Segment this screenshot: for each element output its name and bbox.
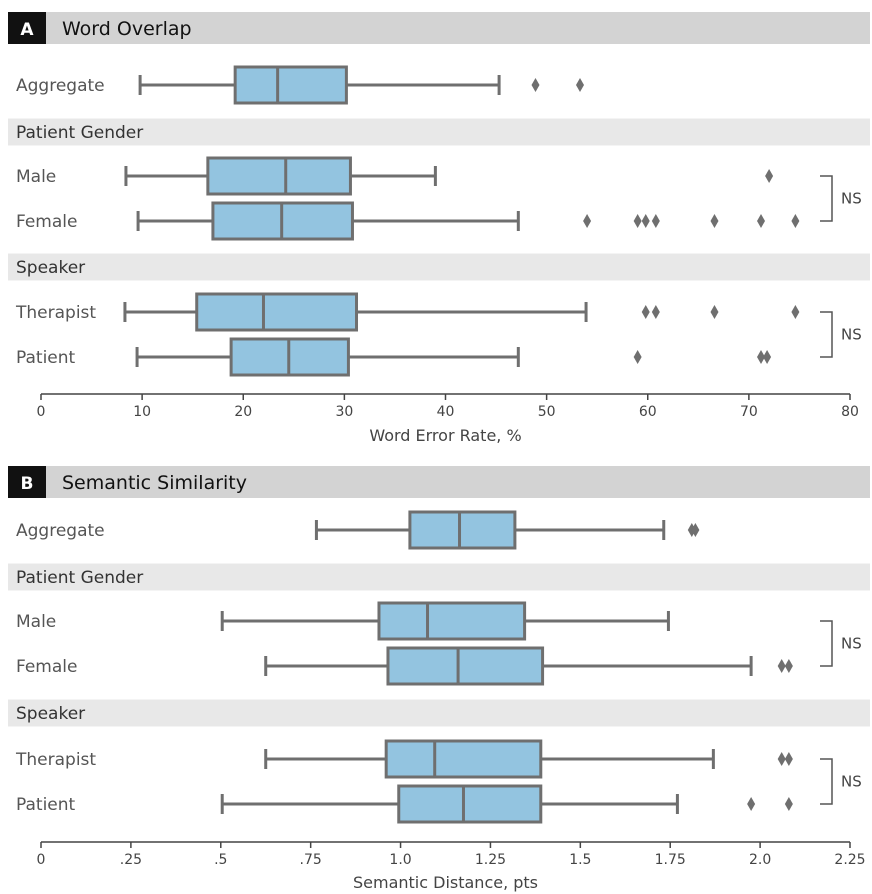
outlier-point [763, 350, 772, 364]
outlier-point [757, 350, 766, 364]
significance-bracket [820, 175, 833, 222]
significance-label: NS [841, 326, 862, 344]
row-label: Female [16, 212, 77, 232]
outlier-point [691, 523, 700, 537]
section-header-bar [8, 699, 870, 727]
outlier-point [784, 797, 793, 811]
row-label: Male [16, 167, 56, 187]
outlier-point [710, 305, 719, 319]
outlier-point [747, 797, 756, 811]
outlier-point [641, 305, 650, 319]
panel-letter: A [20, 20, 34, 40]
significance-bracket [820, 620, 833, 667]
box [386, 646, 545, 686]
section-header-bar [8, 253, 870, 281]
outlier-point [651, 214, 660, 228]
x-tick-label: 60 [639, 404, 657, 420]
panel-title: Semantic Similarity [62, 472, 247, 494]
row-label: Therapist [15, 750, 96, 770]
outlier-point [710, 214, 719, 228]
section-header-bar [8, 118, 870, 146]
panel-letter-badge [8, 466, 46, 498]
panel-header-bar [8, 12, 870, 44]
outlier-point [583, 214, 592, 228]
section-label: Speaker [16, 704, 85, 724]
section-label: Speaker [16, 258, 85, 278]
significance-label: NS [841, 635, 862, 653]
panel-title: Word Overlap [62, 18, 192, 40]
row-label: Male [16, 612, 56, 632]
x-axis-label: Semantic Distance, pts [353, 873, 538, 892]
outlier-point [791, 305, 800, 319]
x-axis-label: Word Error Rate, % [369, 426, 521, 445]
panel-header-bar [8, 466, 870, 498]
outlier-point [633, 214, 642, 228]
x-tick-label: 0 [37, 852, 46, 868]
row-label: Aggregate [16, 521, 105, 541]
x-tick-label: 50 [538, 404, 556, 420]
x-tick-label: .75 [300, 852, 322, 868]
outlier-point [777, 659, 786, 673]
x-tick-label: 1.0 [389, 852, 411, 868]
box [397, 784, 543, 824]
panel-b: B Semantic Similarity Aggregate Patient Gen… [8, 466, 870, 892]
outlier-point [633, 350, 642, 364]
outlier-point [791, 214, 800, 228]
row-label: Patient [16, 348, 76, 368]
box [377, 601, 527, 641]
x-tick-label: 0 [37, 404, 46, 420]
row-label: Female [16, 657, 77, 677]
x-tick-label: 20 [234, 404, 252, 420]
significance-label: NS [841, 773, 862, 791]
outlier-point [784, 752, 793, 766]
x-tick-label: 1.5 [569, 852, 591, 868]
panel-letter-badge [8, 12, 46, 44]
outlier-point [651, 305, 660, 319]
outlier-point [531, 78, 540, 92]
box [195, 292, 359, 332]
section-header-bar [8, 563, 870, 591]
box [233, 65, 348, 105]
outlier-point [575, 78, 584, 92]
x-tick-label: 2.0 [749, 852, 771, 868]
row-label: Aggregate [16, 76, 105, 96]
x-tick-label: 40 [437, 404, 455, 420]
x-tick-label: 10 [133, 404, 151, 420]
x-tick-label: 80 [841, 404, 859, 420]
panel-a: A Word Overlap Aggregate Patient Gender Male… [8, 12, 870, 445]
outlier-point [777, 752, 786, 766]
significance-bracket [820, 758, 833, 805]
outlier-point [641, 214, 650, 228]
x-tick-label: 2.25 [834, 852, 865, 868]
section-label: Patient Gender [16, 123, 143, 143]
outlier-point [765, 169, 774, 183]
box [206, 156, 352, 196]
row-label: Patient [16, 795, 76, 815]
outlier-point [757, 214, 766, 228]
x-tick-label: .25 [120, 852, 142, 868]
box [408, 510, 517, 550]
panel-letter: B [21, 474, 34, 494]
outlier-point [784, 659, 793, 673]
x-tick-label: 70 [740, 404, 758, 420]
significance-bracket [820, 311, 833, 358]
x-tick-label: 30 [335, 404, 353, 420]
box [384, 739, 543, 779]
x-tick-label: .5 [214, 852, 227, 868]
x-tick-label: 1.75 [655, 852, 686, 868]
section-label: Patient Gender [16, 568, 143, 588]
row-label: Therapist [15, 303, 96, 323]
x-tick-label: 1.25 [475, 852, 506, 868]
significance-label: NS [841, 190, 862, 208]
